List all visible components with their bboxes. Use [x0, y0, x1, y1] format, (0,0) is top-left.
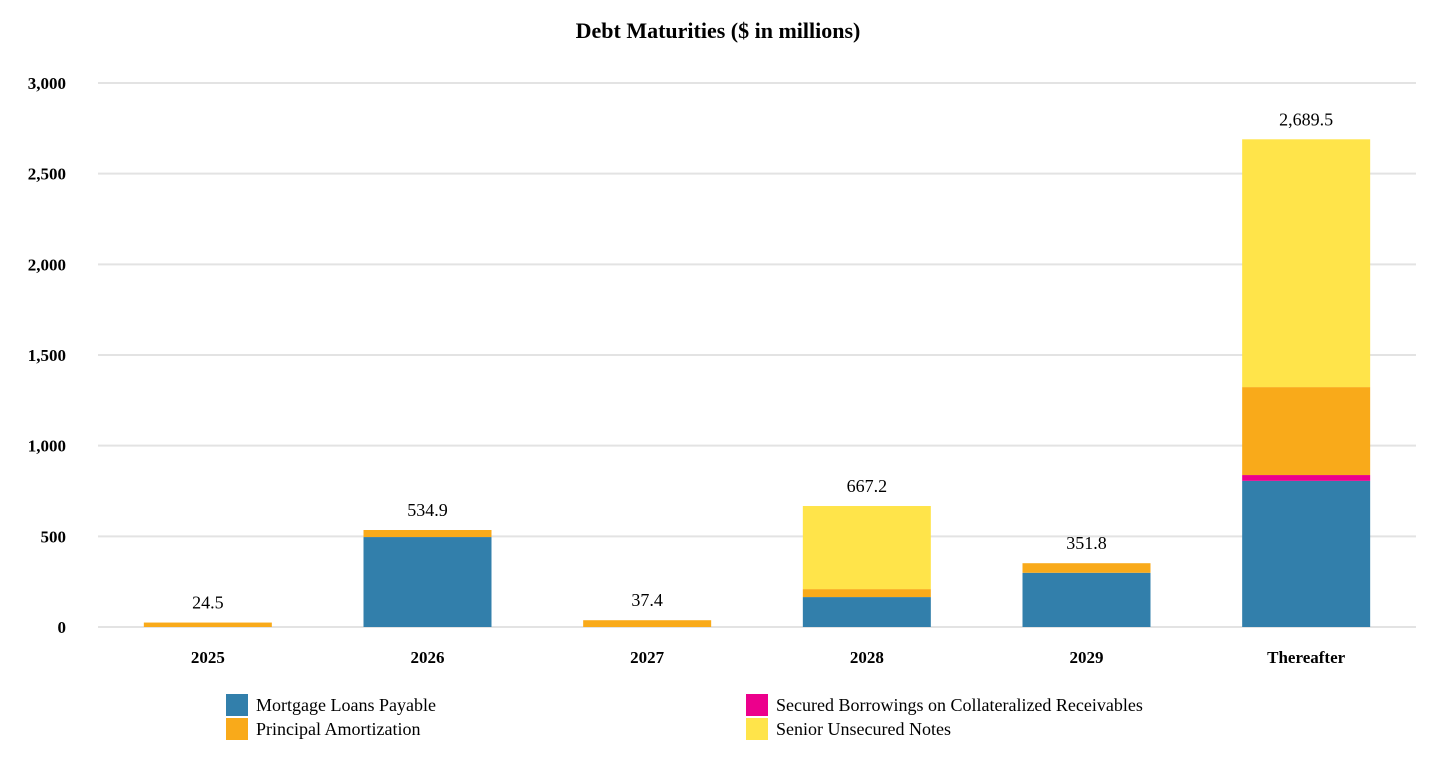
legend-item-principal-amortization: Principal Amortization: [226, 718, 420, 740]
bar-segment-mortgage-loans-payable-2028: [802, 597, 931, 627]
legend-swatch: [226, 718, 248, 740]
legend-item-mortgage-loans: Mortgage Loans Payable: [226, 694, 436, 716]
chart-title: Debt Maturities ($ in millions): [576, 18, 861, 43]
bar-segment-principal-amortization-2027: [583, 620, 712, 627]
bar-segment-principal-amortization-2029: [1022, 563, 1151, 573]
bar-segment-principal-amortization-2026: [363, 530, 492, 538]
bar-segment-senior-unsecured-notes-thereafter: [1242, 139, 1371, 388]
total-data-label: 351.8: [1066, 533, 1107, 553]
y-tick-label: 0: [58, 618, 67, 637]
legend-swatch: [226, 694, 248, 716]
x-tick-label: 2027: [630, 648, 665, 667]
total-data-label: 534.9: [407, 500, 448, 520]
legend-label: Senior Unsecured Notes: [776, 718, 951, 739]
y-tick-label: 3,000: [28, 74, 66, 93]
bar-segment-principal-amortization-2025: [143, 622, 272, 627]
legend-label: Secured Borrowings on Collateralized Rec…: [776, 694, 1143, 715]
legend-item-senior-unsecured-notes: Senior Unsecured Notes: [746, 718, 951, 740]
x-tick-label: 2026: [411, 648, 445, 667]
legend-label: Principal Amortization: [256, 718, 421, 739]
y-tick-label: 1,000: [28, 437, 66, 456]
legend-label: Mortgage Loans Payable: [256, 694, 436, 715]
bar-segment-principal-amortization-2028: [802, 589, 931, 598]
y-tick-label: 2,500: [28, 165, 66, 184]
total-data-label: 24.5: [192, 593, 224, 613]
y-tick-label: 1,500: [28, 346, 66, 365]
debt-maturities-chart: Debt Maturities ($ in millions) 0 500 1,00…: [28, 18, 1416, 667]
y-tick-label: 500: [41, 527, 67, 546]
legend-item-secured-borrowings: Secured Borrowings on Collateralized Rec…: [746, 694, 1143, 716]
x-tick-label: 2028: [850, 648, 884, 667]
x-tick-label: Thereafter: [1267, 648, 1345, 667]
bar-segment-secured-borrowings-on-collateralized-receivables-thereafter: [1242, 475, 1371, 481]
bar-segment-mortgage-loans-payable-thereafter: [1242, 480, 1371, 627]
total-data-label: 37.4: [631, 590, 663, 610]
total-data-label: 667.2: [847, 476, 888, 496]
legend-swatch: [746, 718, 768, 740]
bar-segment-mortgage-loans-payable-2026: [363, 537, 492, 627]
bar-segment-mortgage-loans-payable-2029: [1022, 572, 1151, 627]
x-tick-label: 2025: [191, 648, 225, 667]
y-tick-label: 2,000: [28, 255, 66, 274]
bar-segment-senior-unsecured-notes-2028: [802, 506, 931, 590]
legend-swatch: [746, 694, 768, 716]
total-data-label: 2,689.5: [1279, 109, 1333, 129]
x-tick-label: 2029: [1070, 648, 1104, 667]
bar-segment-principal-amortization-thereafter: [1242, 387, 1371, 476]
